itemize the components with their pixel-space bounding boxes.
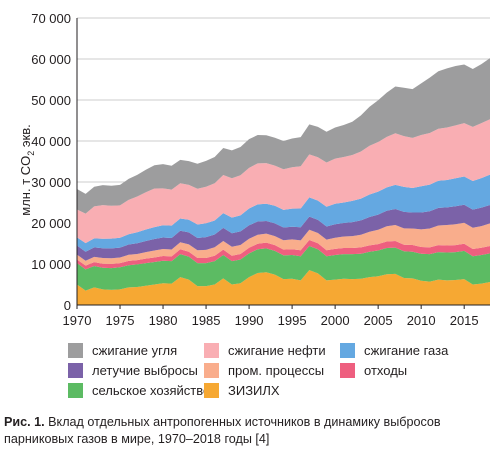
legend-label: ЗИЗИЛХ [228,383,280,398]
legend-swatch [68,383,83,398]
y-tick-label: 40 000 [31,134,71,149]
series-areas [77,58,490,305]
legend-swatch [204,383,219,398]
legend-swatch [68,363,83,378]
y-tick-label: 10 000 [31,257,71,272]
area-летучие-выбросы [77,204,490,261]
legend-swatch [340,343,355,358]
y-tick-label: 20 000 [31,216,71,231]
y-tick-labels: 0 10 000 20 000 30 000 40 000 50 000 60 000 70 … [31,11,71,313]
area-сжигание-газа [77,174,490,252]
x-tick-label: 2010 [407,313,436,328]
y-tick-label: 70 000 [31,11,71,26]
y-axis-title: млн. т CO2 экв. [18,124,36,215]
caption-label: Рис. 1. [4,415,45,429]
legend-label: сжигание газа [364,343,449,358]
legend-item: летучие выбросы [68,363,198,378]
legend-swatch [204,363,219,378]
legend-item: сельское хозяйство [68,383,210,398]
legend-label: сжигание нефти [228,343,326,358]
x-tick-label: 2000 [321,313,350,328]
legend-label: пром. процессы [228,363,325,378]
y-tick-label: 30 000 [31,175,71,190]
legend-item: сжигание нефти [204,343,326,358]
x-tick-label: 2005 [364,313,393,328]
legend-label: сельское хозяйство [92,383,211,398]
area-сжигание-нефти [77,119,490,244]
x-tick-label: 1990 [235,313,264,328]
x-tick-label: 1980 [149,313,178,328]
legend-label: отходы [364,363,408,378]
legend-swatch [68,343,83,358]
x-tick-label: 1970 [63,313,92,328]
area-отходы [77,240,490,270]
area-сжигание-угля [77,58,490,214]
area-ЗИЗИЛХ [77,270,490,305]
legend-label: сжигание угля [92,343,178,358]
legend-item: ЗИЗИЛХ [204,383,280,398]
legend-item: сжигание угля [68,343,177,358]
legend-item: отходы [340,363,407,378]
stacked-area-chart: 0 10 000 20 000 30 000 40 000 50 000 60 000 70 … [18,11,490,328]
x-tick-label: 1975 [106,313,135,328]
x-tick-label: 1995 [278,313,307,328]
legend-item: пром. процессы [204,363,324,378]
x-tick-label: 2015 [450,313,479,328]
legend-swatch [340,363,355,378]
legend-item: сжигание газа [340,343,448,358]
y-tick-label: 50 000 [31,93,71,108]
y-tick-label: 0 [64,298,71,313]
caption-text: Вклад отдельных антропогенных источников… [4,415,441,446]
y-tick-label: 60 000 [31,52,71,67]
legend-label: летучие выбросы [92,363,198,378]
x-tick-label: 1985 [192,313,221,328]
area-сельское-хозяйство [77,245,490,291]
figure-caption: Рис. 1. Вклад отдельных антропогенных ис… [4,414,498,448]
legend-swatch [204,343,219,358]
area-пром-процессы [77,222,490,266]
legend: сжигание угля летучие выбросы сельское хоз… [64,340,500,404]
x-tick-labels: 1970 1975 1980 1985 1990 1995 2000 2005 2010 2015 [63,313,479,328]
axes [76,18,490,309]
